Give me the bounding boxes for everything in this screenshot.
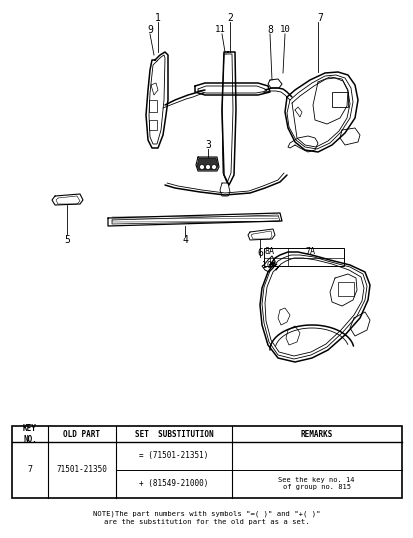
Text: 3: 3 (204, 140, 211, 150)
Text: 5: 5 (64, 235, 70, 245)
Text: 6: 6 (256, 248, 262, 258)
Text: 11: 11 (214, 25, 225, 34)
Text: 1: 1 (155, 13, 161, 23)
Bar (12, 426, 401, 498)
Text: SET  SUBSTITUTION: SET SUBSTITUTION (134, 430, 213, 438)
Text: 7A: 7A (304, 247, 314, 257)
Text: = (71501-21351): = (71501-21351) (139, 451, 208, 461)
Text: 8A: 8A (264, 247, 274, 257)
Polygon shape (197, 158, 218, 170)
Bar (263, 248, 343, 266)
Text: 7: 7 (316, 13, 322, 23)
Text: 10: 10 (261, 260, 271, 270)
Text: + (81549-21000): + (81549-21000) (139, 479, 208, 488)
Circle shape (211, 165, 216, 169)
Circle shape (205, 165, 210, 169)
Text: 8: 8 (266, 25, 272, 35)
Text: OLD PART: OLD PART (63, 430, 100, 438)
Text: 4: 4 (182, 235, 188, 245)
Text: 9: 9 (147, 25, 152, 35)
Bar (337, 282, 353, 296)
Text: REMARKS: REMARKS (300, 430, 332, 438)
Bar (149, 100, 157, 112)
Circle shape (199, 165, 204, 169)
Text: 10: 10 (279, 25, 290, 34)
Text: KEY
NO.: KEY NO. (23, 424, 37, 444)
Text: 7: 7 (27, 465, 33, 475)
Text: 2: 2 (226, 13, 233, 23)
Bar (331, 92, 347, 107)
Text: NOTE)The part numbers with symbols "=( )" and "+( )"
are the substitution for th: NOTE)The part numbers with symbols "=( )… (93, 511, 320, 525)
Text: See the key no. 14
of group no. 815: See the key no. 14 of group no. 815 (278, 477, 354, 491)
Text: 71501-21350: 71501-21350 (56, 465, 107, 475)
Bar (149, 120, 157, 130)
